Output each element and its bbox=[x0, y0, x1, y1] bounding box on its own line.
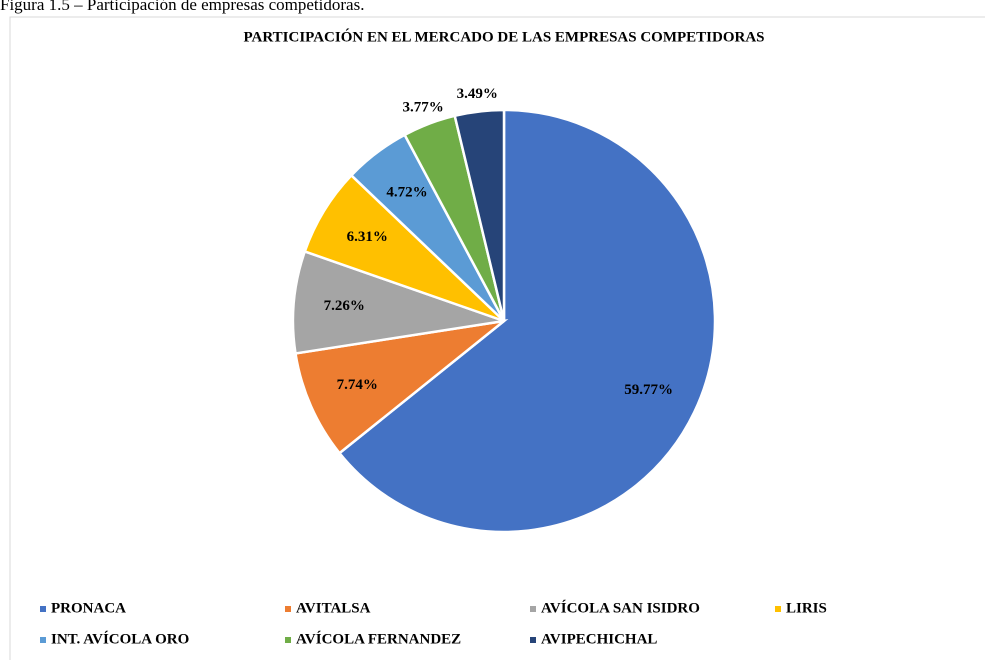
legend-label: AVITALSA bbox=[296, 600, 371, 616]
data-label: 3.77% bbox=[402, 99, 443, 115]
legend-label: LIRIS bbox=[786, 600, 827, 616]
pie-slice bbox=[294, 319, 509, 455]
data-label: 7.26% bbox=[324, 298, 365, 314]
legend-marker bbox=[530, 637, 536, 643]
legend-marker bbox=[40, 606, 46, 612]
caption: Figura 1.5 – Participación de empresas c… bbox=[0, 0, 364, 14]
legend-marker bbox=[530, 606, 536, 612]
pie-slice bbox=[453, 108, 506, 322]
legend-marker bbox=[285, 637, 291, 643]
legend-label: PRONACA bbox=[51, 600, 126, 616]
data-label: 7.74% bbox=[337, 377, 378, 393]
legend-marker bbox=[775, 606, 781, 612]
legend-label: INT. AVÍCOLA ORO bbox=[51, 630, 189, 647]
data-label: 4.72% bbox=[386, 185, 427, 201]
legend-label: AVÍCOLA FERNANDEZ bbox=[296, 630, 461, 647]
legend-label: AVÍCOLA SAN ISIDRO bbox=[541, 599, 700, 616]
legend-marker bbox=[285, 606, 291, 612]
legend-marker bbox=[40, 637, 46, 643]
pie-slice bbox=[337, 108, 717, 534]
data-label: 6.31% bbox=[347, 229, 388, 245]
legend-label: AVIPECHICHAL bbox=[541, 631, 657, 647]
data-label: 3.49% bbox=[457, 86, 498, 102]
pie-slice bbox=[291, 249, 505, 355]
data-label: 59.77% bbox=[624, 382, 673, 398]
chart-title: PARTICIPACIÓN EN EL MERCADO DE LAS EMPRE… bbox=[243, 28, 764, 45]
